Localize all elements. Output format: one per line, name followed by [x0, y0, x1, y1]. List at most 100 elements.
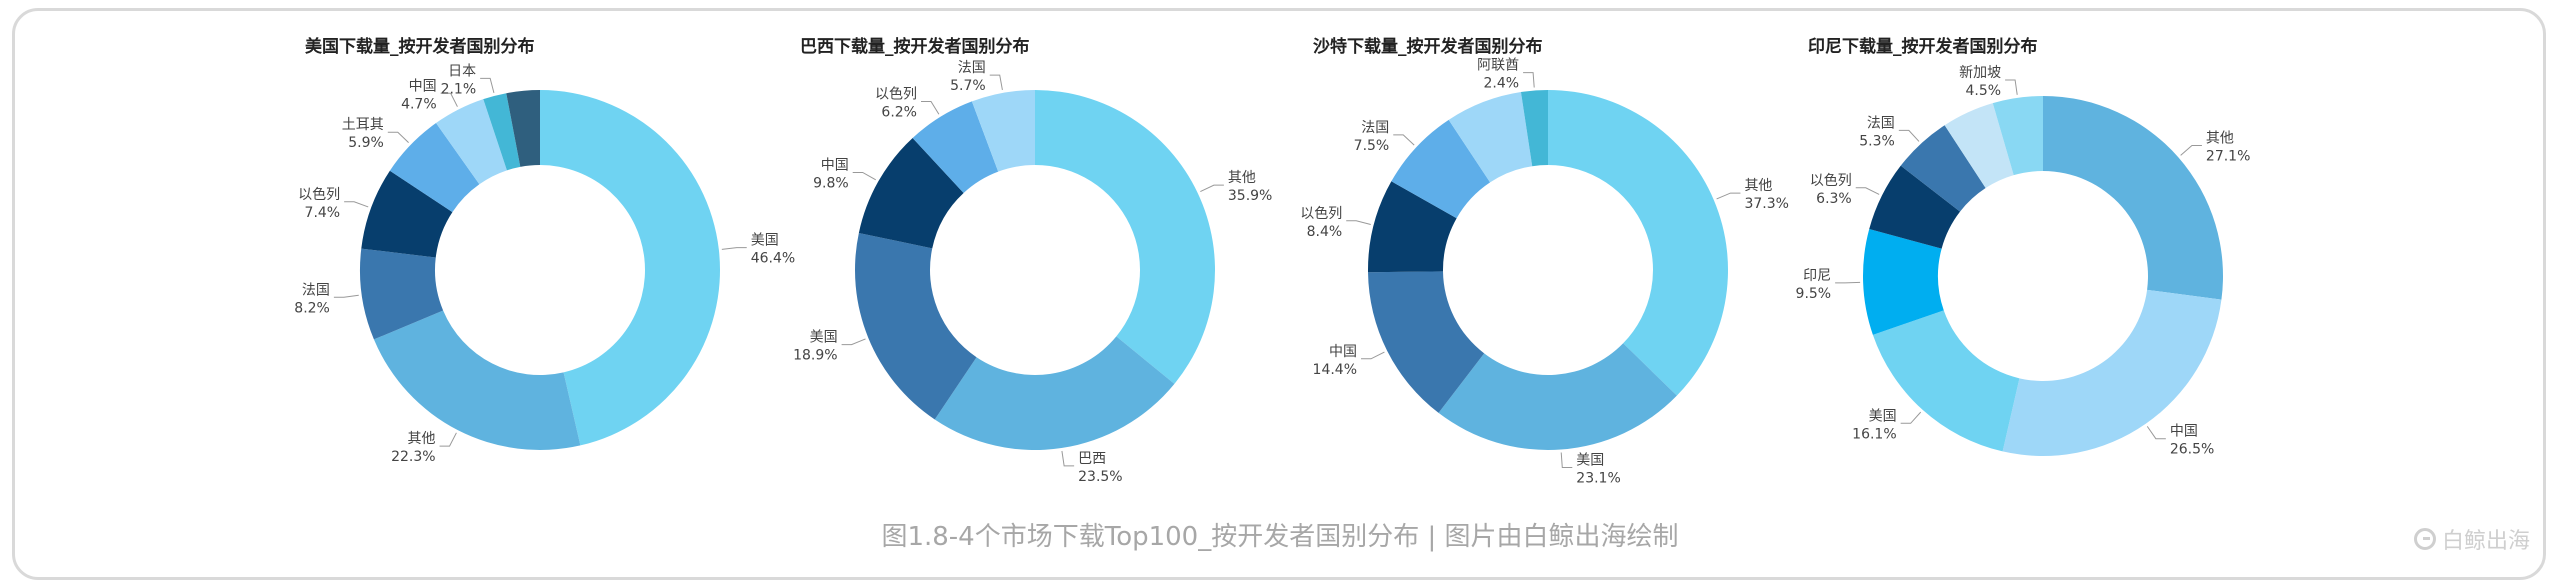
donut-slice — [1548, 90, 1728, 396]
leader-line — [440, 92, 458, 107]
slice-label: 美国 — [751, 233, 779, 249]
leader-line — [1346, 220, 1371, 225]
donut-slice — [934, 336, 1175, 451]
donut-slice — [2002, 289, 2222, 456]
slice-value: 16.1% — [1852, 426, 1896, 442]
donut-slice — [373, 310, 581, 450]
donut-slice — [1872, 310, 2020, 452]
slice-label: 日本 — [448, 63, 476, 79]
leader-line — [1835, 281, 1861, 284]
slice-label: 中国 — [409, 78, 437, 94]
leader-line — [989, 74, 1003, 91]
leader-line — [721, 247, 747, 250]
slice-value: 9.8% — [813, 175, 849, 191]
chart-title: 美国下载量_按开发者国别分布 — [305, 36, 535, 57]
slice-value: 23.5% — [1078, 469, 1122, 485]
slice-label: 以色列 — [1300, 205, 1342, 222]
leader-line — [480, 77, 495, 94]
chart-title: 沙特下载量_按开发者国别分布 — [1313, 36, 1543, 57]
slice-value: 4.5% — [1966, 83, 2002, 99]
leader-line — [2005, 79, 2018, 95]
leader-line — [2180, 145, 2202, 156]
donut-slice — [1391, 119, 1491, 219]
slice-value: 5.7% — [950, 78, 986, 94]
donut-slice — [1448, 92, 1533, 183]
slice-value: 6.3% — [1816, 191, 1852, 207]
leader-line — [1393, 134, 1415, 146]
donut-slice — [1863, 229, 1944, 335]
leader-line — [1361, 351, 1385, 360]
donut-slice — [506, 90, 540, 167]
slice-label: 中国 — [1329, 344, 1357, 360]
donut-slice — [971, 90, 1035, 172]
slice-label: 以色列 — [875, 86, 917, 103]
slice-value: 5.3% — [1859, 133, 1895, 149]
slice-label: 新加坡 — [1959, 65, 2001, 81]
slice-value: 37.3% — [1744, 196, 1788, 212]
donut-slice — [361, 170, 453, 258]
slice-label: 其他 — [1228, 170, 1256, 186]
slice-value: 6.2% — [881, 105, 917, 121]
slice-label: 其他 — [1744, 178, 1772, 194]
slice-value: 27.1% — [2206, 149, 2250, 165]
slice-value: 7.5% — [1354, 138, 1390, 154]
slice-label: 法国 — [302, 282, 330, 298]
leader-line — [1898, 129, 1920, 142]
donut-slice — [1869, 165, 1961, 249]
figure-caption: 图1.8-4个市场下载Top100_按开发者国别分布 | 图片由白鲸出海绘制 — [881, 522, 1679, 552]
watermark-text: 白鲸出海 — [2442, 529, 2531, 554]
slice-label: 中国 — [2170, 424, 2198, 440]
slice-label: 印尼 — [1803, 268, 1831, 284]
chart-title: 巴西下载量_按开发者国别分布 — [800, 36, 1030, 57]
slice-value: 8.4% — [1307, 224, 1343, 240]
slice-value: 7.4% — [305, 205, 341, 221]
donut-slice — [483, 93, 521, 171]
donut-slice — [858, 138, 964, 249]
donut-slice — [854, 232, 977, 420]
donut-slice — [389, 123, 480, 213]
slice-label: 以色列 — [298, 186, 340, 203]
slice-value: 9.5% — [1796, 286, 1832, 302]
leader-line — [921, 101, 940, 115]
slice-label: 其他 — [408, 431, 436, 447]
donut-slice — [360, 248, 444, 340]
leader-line — [2146, 426, 2166, 440]
slice-value: 35.9% — [1228, 188, 1272, 204]
donut-slice — [1992, 96, 2043, 176]
leader-line — [1855, 187, 1880, 195]
slice-value: 26.5% — [2170, 442, 2214, 458]
slice-label: 美国 — [1576, 452, 1604, 468]
donut-slice — [912, 101, 999, 194]
slice-label: 中国 — [821, 157, 849, 173]
leader-line — [344, 201, 369, 208]
slice-label: 美国 — [810, 330, 838, 346]
chart-title: 印尼下载量_按开发者国别分布 — [1808, 36, 2038, 57]
donut-slice — [1368, 271, 1485, 413]
donut-slice — [1368, 181, 1457, 273]
leader-line — [852, 171, 877, 181]
slice-label: 巴西 — [1078, 451, 1106, 467]
leader-line — [1523, 72, 1535, 88]
slice-value: 14.4% — [1313, 362, 1357, 378]
donut-slice — [2043, 96, 2223, 300]
brand-logo-icon — [2414, 528, 2436, 550]
leader-line — [841, 338, 866, 346]
donut-slice — [540, 90, 721, 446]
slice-value: 22.3% — [391, 449, 435, 465]
leader-line — [439, 432, 457, 447]
slice-value: 8.2% — [294, 300, 330, 316]
leader-line — [1061, 450, 1075, 467]
donut-slice — [1035, 90, 1215, 384]
leader-line — [1716, 192, 1741, 200]
watermark: 白鲸出海 — [2414, 523, 2530, 555]
slice-label: 法国 — [1867, 115, 1895, 131]
leader-line — [1200, 184, 1224, 193]
slice-value: 2.4% — [1484, 76, 1520, 92]
donut-slice — [1520, 90, 1548, 167]
slice-value: 46.4% — [751, 251, 795, 267]
slice-label: 阿联酋 — [1477, 57, 1519, 74]
leader-line — [1900, 411, 1922, 424]
